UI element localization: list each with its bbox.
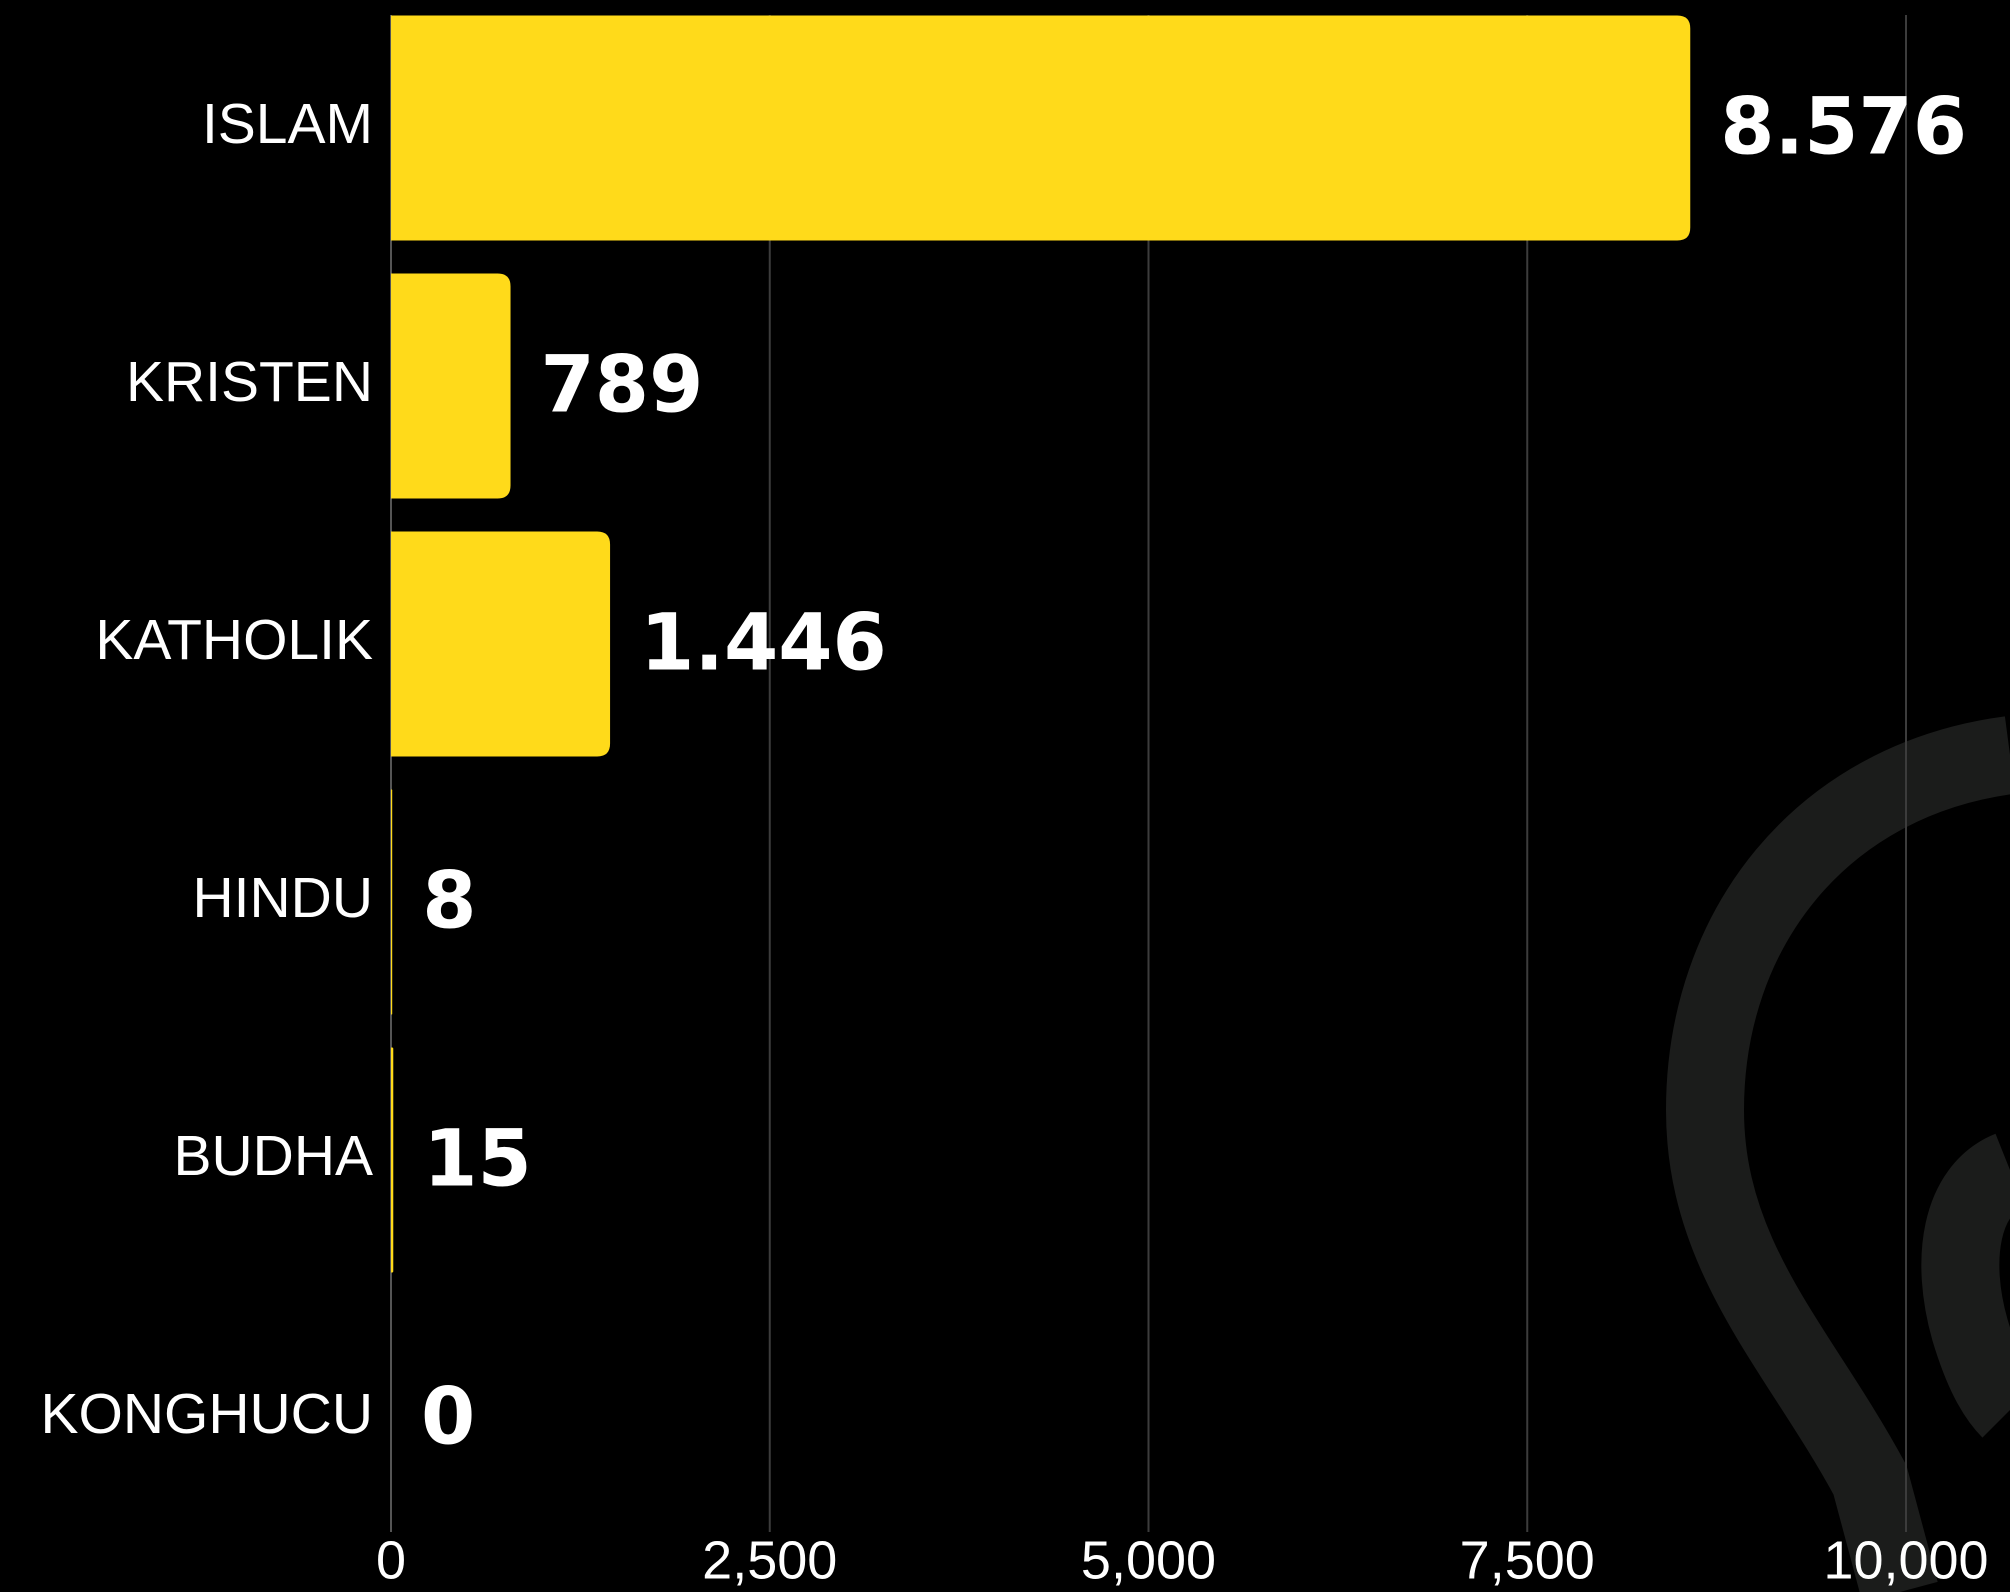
x-tick-label: 0	[376, 1530, 406, 1590]
value-label: 8	[422, 856, 476, 946]
watermark	[1665, 716, 2010, 1592]
bar	[391, 531, 611, 757]
watermark-bulb	[1665, 716, 2010, 1592]
y-tick-label: BUDHA	[173, 1124, 373, 1188]
labels: 0 2,500 5,000 7,500 10,000 ISLAM 8.576 KRISTEN 7…	[40, 82, 1988, 1590]
bar	[391, 789, 393, 1015]
value-label: 789	[541, 340, 704, 430]
bar	[391, 15, 1691, 241]
y-tick-label: HINDU	[193, 866, 374, 930]
watermark-inner	[1921, 1133, 2010, 1438]
value-label: 15	[423, 1114, 532, 1204]
x-tick-label: 10,000	[1823, 1530, 1988, 1590]
bars	[391, 15, 1691, 1273]
y-tick-label: KONGHUCU	[40, 1382, 373, 1446]
y-tick-label: KRISTEN	[126, 350, 373, 414]
value-label: 8.576	[1720, 82, 1967, 172]
x-tick-label: 5,000	[1081, 1530, 1216, 1590]
x-tick-label: 2,500	[702, 1530, 837, 1590]
bar	[391, 273, 511, 499]
y-tick-label: KATHOLIK	[95, 608, 373, 672]
y-tick-label: ISLAM	[202, 92, 373, 156]
value-label: 0	[421, 1372, 475, 1462]
value-label: 1.446	[640, 598, 887, 688]
bar	[391, 1047, 394, 1273]
grid	[390, 15, 1907, 1532]
x-tick-label: 7,500	[1460, 1530, 1595, 1590]
